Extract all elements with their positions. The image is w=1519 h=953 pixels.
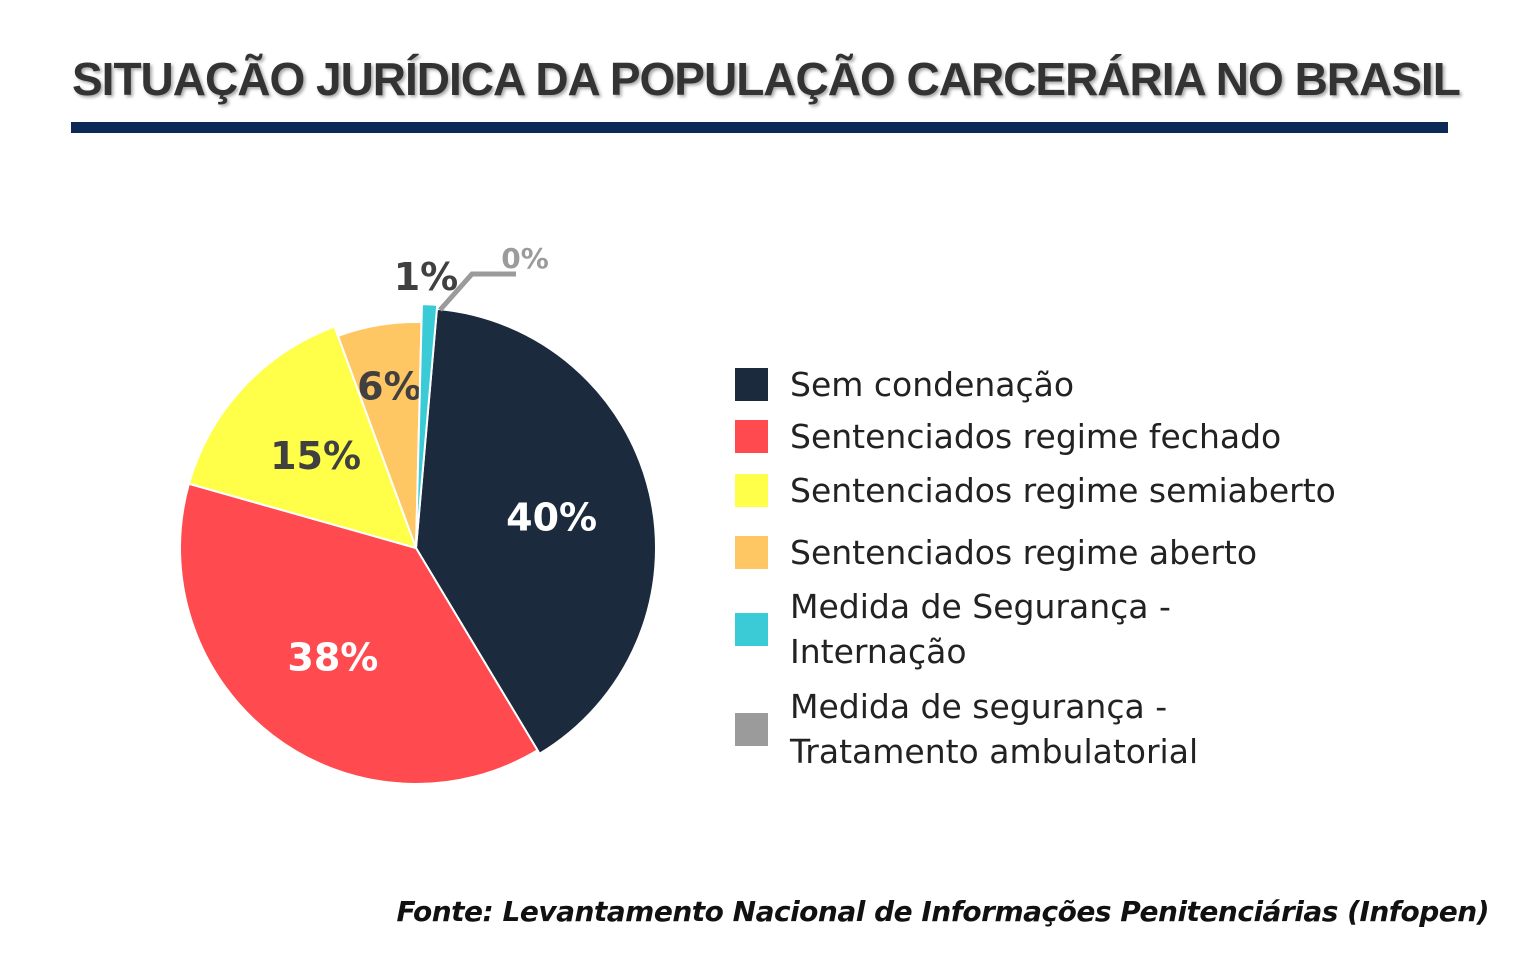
legend-swatch [735,420,768,453]
legend-swatch [735,612,768,646]
legend-item: Sentenciados regime aberto [735,530,1257,575]
data-label: 40% [506,496,597,540]
legend-item: Sentenciados regime fechado [735,414,1281,459]
data-label: 38% [287,636,378,680]
data-label: 6% [357,364,422,408]
legend-label: Sem condenação [790,365,1075,404]
pie-slice [179,482,539,785]
legend-item: Medida de segurança - Tratamento ambulat… [735,684,1230,774]
legend-swatch [735,368,768,401]
chart-title: SITUAÇÃO JURÍDICA DA POPULAÇÃO CARCERÁRI… [72,53,1461,105]
legend-label: Sentenciados regime aberto [790,533,1258,572]
legend-label: Sentenciados regime fechado [790,417,1282,456]
legend-label: Sentenciados regime semiaberto [790,471,1336,510]
legend-item: Sentenciados regime semiaberto [735,468,1336,513]
pie-slice [414,307,657,756]
title-underline [71,122,1448,133]
legend-item: Medida de Segurança - Internação [735,584,1210,674]
legend-swatch [735,474,768,507]
data-label: 15% [270,434,361,478]
data-label: 1% [394,255,459,299]
legend-swatch [735,712,768,746]
pie-slice [415,303,439,549]
legend-label: Medida de Segurança - Internação [790,587,1171,671]
pie-slice [187,325,418,550]
data-label: 0% [501,242,549,275]
legend-label: Medida de segurança - Tratamento ambulat… [790,687,1199,771]
legend-swatch [735,536,768,569]
leader-line [438,271,516,312]
legend-item: Sem condenação [735,362,1074,407]
source-note: Fonte: Levantamento Nacional de Informaç… [396,895,1490,928]
